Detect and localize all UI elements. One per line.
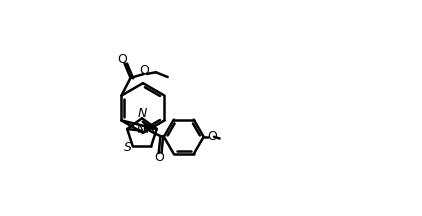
Text: O: O bbox=[154, 151, 164, 164]
Text: O: O bbox=[140, 64, 149, 77]
Text: N: N bbox=[138, 107, 147, 120]
Text: NH: NH bbox=[136, 123, 155, 136]
Text: O: O bbox=[207, 130, 217, 143]
Text: S: S bbox=[124, 141, 132, 154]
Text: O: O bbox=[117, 53, 127, 66]
